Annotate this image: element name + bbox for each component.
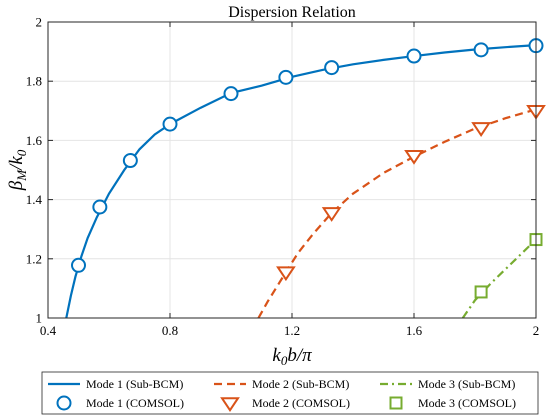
x-tick-label: 2 [533, 323, 540, 338]
series-line [65, 43, 536, 318]
x-axis-label: k0b/π [272, 345, 312, 368]
data-layer [65, 38, 546, 318]
y-tick-label: 1 [36, 311, 43, 326]
legend-label: Mode 2 (COMSOL) [252, 396, 350, 410]
x-tick-label: 1.6 [406, 323, 423, 338]
y-tick-label: 1.4 [26, 192, 43, 207]
data-point-circle [324, 60, 340, 76]
legend-label: Mode 3 (Sub-BCM) [418, 377, 515, 391]
legend-marker [389, 396, 403, 410]
y-tick-label: 1.8 [26, 74, 42, 89]
legend-marker [220, 397, 240, 413]
x-tick-label: 1.2 [284, 323, 300, 338]
series-line [257, 108, 536, 318]
data-point-square [474, 285, 488, 299]
data-point-triangle-down [276, 266, 296, 282]
data-point-circle [223, 86, 239, 102]
data-point-circle [278, 69, 294, 85]
y-tick-label: 1.2 [26, 251, 42, 266]
data-point-circle [473, 42, 489, 58]
legend-label: Mode 2 (Sub-BCM) [252, 377, 349, 391]
legend-label: Mode 1 (Sub-BCM) [86, 377, 183, 391]
legend-label: Mode 3 (COMSOL) [418, 396, 516, 410]
tick-layer: 0.4 0.8 1.2 1.6 2 1 1.2 1.4 1.6 1.8 2 [26, 15, 540, 339]
legend: Mode 1 (Sub-BCM) Mode 2 (Sub-BCM) Mode 3 (… [41, 371, 539, 415]
x-tick-label: 0.8 [162, 323, 178, 338]
legend-box [41, 371, 539, 415]
data-point-circle [122, 153, 138, 169]
data-point-circle [92, 199, 108, 215]
legend-marker [56, 395, 72, 411]
x-tick-label: 0.4 [40, 323, 57, 338]
data-point-circle [71, 257, 86, 273]
data-point-triangle-down [404, 149, 424, 165]
series-line [461, 238, 536, 318]
y-tick-label: 1.6 [26, 133, 43, 148]
data-point-circle [162, 116, 178, 132]
data-point-circle [406, 48, 422, 64]
chart-title: Dispersion Relation [228, 4, 356, 21]
legend-label: Mode 1 (COMSOL) [86, 396, 184, 410]
data-point-triangle-down [471, 122, 491, 137]
data-point-triangle-down [321, 207, 342, 222]
y-tick-label: 2 [36, 15, 43, 30]
